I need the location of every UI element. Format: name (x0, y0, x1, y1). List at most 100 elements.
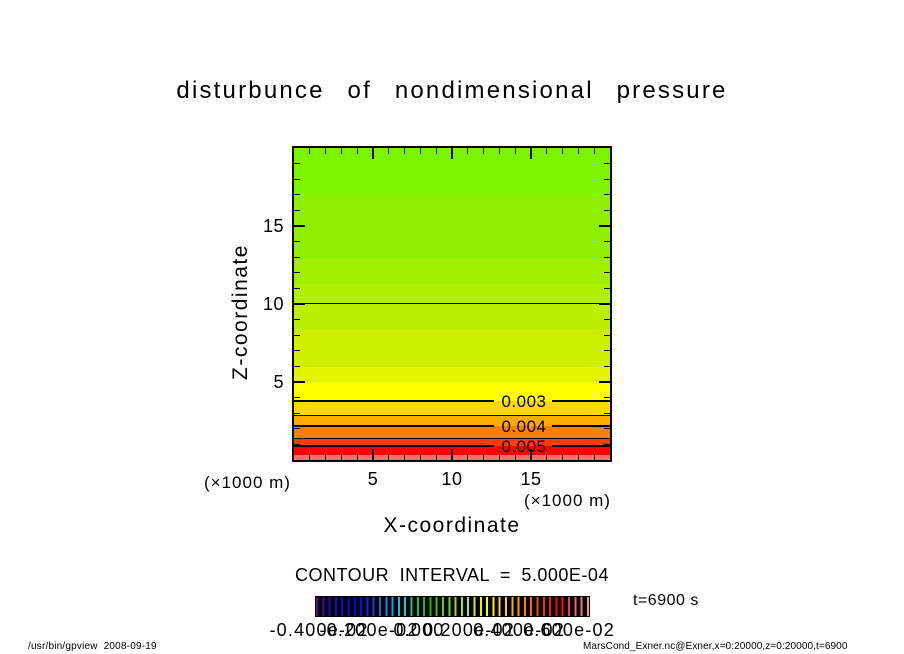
z-axis-tick (604, 256, 610, 258)
z-axis-tick (604, 350, 610, 352)
colorbar (315, 596, 590, 617)
z-axis-tick (604, 365, 610, 367)
z-tick-label: 10 (262, 294, 284, 314)
x-tick-label: 10 (441, 469, 463, 489)
contour-fill-band (294, 303, 610, 331)
colorbar-tick-label: -0.200e-02 (319, 620, 419, 640)
z-axis-tick (294, 428, 300, 430)
colorbar-tick-label: 0.000 (393, 620, 445, 640)
contour-fill-band (294, 415, 610, 428)
x-axis-tick (340, 454, 342, 460)
x-axis-tick (372, 449, 374, 460)
z-axis-tick (294, 178, 300, 180)
x-axis-tick (467, 148, 469, 154)
x-axis-tick (404, 148, 406, 154)
z-axis-tick (294, 163, 300, 165)
x-axis-tick (356, 148, 358, 154)
x-tick-label: 15 (520, 469, 542, 489)
z-axis-tick (294, 334, 300, 336)
x-axis-tick (467, 454, 469, 460)
x-axis-tick (483, 148, 485, 154)
z-axis-tick (294, 319, 300, 321)
x-axis-tick (325, 148, 327, 154)
colorbar-tick-label: 0.400e-02 (473, 620, 565, 640)
z-axis-tick (294, 272, 300, 274)
x-axis-label: X-coordinate (383, 514, 521, 537)
x-axis-tick (514, 148, 516, 154)
contour-fill-band (294, 283, 610, 304)
contour-line-label: 0.003 (501, 391, 547, 411)
z-axis-tick (604, 397, 610, 399)
x-axis-tick (340, 148, 342, 154)
z-axis-tick (294, 287, 300, 289)
z-tick-label: 15 (262, 216, 284, 236)
x-axis-tick (577, 148, 579, 154)
x-axis-tick (498, 454, 500, 460)
x-axis-tick (530, 449, 532, 460)
x-axis-tick (498, 148, 500, 154)
z-axis-tick (604, 194, 610, 196)
x-axis-tick (593, 454, 595, 460)
z-axis-tick (599, 303, 610, 305)
contour-interval-text: CONTOUR INTERVAL = 5.000E-04 (295, 565, 609, 585)
contour-line (552, 425, 610, 428)
contour-fill-band (294, 438, 610, 447)
x-axis-tick (451, 148, 453, 159)
z-axis-tick (294, 412, 300, 414)
x-axis-tick (419, 148, 421, 154)
colorbar-tick-label: 0.600e-02 (523, 620, 615, 640)
x-axis-tick (435, 454, 437, 460)
z-axis-tick (604, 272, 610, 274)
contour-line (294, 425, 494, 428)
z-axis-unit-label: (×1000 m) (204, 473, 291, 492)
z-axis-tick (604, 287, 610, 289)
contour-plot-area: 0.003 0.004 0.005 (292, 146, 612, 462)
x-axis-tick (562, 148, 564, 154)
contour-fill-band (294, 400, 610, 417)
x-axis-tick (562, 454, 564, 460)
z-tick-label: 5 (273, 372, 284, 392)
x-axis-tick (546, 454, 548, 460)
x-axis-tick (514, 454, 516, 460)
plot-title: disturbunce of nondimensional pressure (176, 77, 728, 104)
x-axis-tick (404, 454, 406, 460)
z-axis-tick (294, 194, 300, 196)
contour-line-label: 0.004 (501, 417, 547, 437)
x-tick-label: 5 (367, 469, 379, 489)
z-axis-tick (604, 178, 610, 180)
x-axis-tick (593, 148, 595, 154)
time-label: t=6900 s (633, 592, 699, 609)
z-axis-tick (294, 256, 300, 258)
x-axis-tick (388, 454, 390, 460)
z-axis-tick (294, 381, 305, 383)
contour-line (294, 399, 494, 402)
z-axis-tick (604, 443, 610, 445)
contour-line (552, 399, 610, 402)
x-axis-tick (435, 148, 437, 154)
x-axis-tick (388, 148, 390, 154)
contour-line (294, 302, 610, 304)
contour-fill-band (294, 426, 610, 439)
z-axis-tick (599, 381, 610, 383)
x-axis-tick (419, 454, 421, 460)
footer-command-text: /usr/bin/gpview 2008-09-19 (28, 641, 157, 652)
x-axis-tick (546, 148, 548, 154)
z-axis-tick (604, 209, 610, 211)
x-axis-tick (530, 148, 532, 159)
z-axis-tick (294, 209, 300, 211)
contour-fill-band (294, 329, 610, 368)
z-axis-tick (294, 350, 300, 352)
x-axis-tick (309, 148, 311, 154)
contour-line (294, 445, 494, 448)
z-axis-tick (294, 303, 305, 305)
contour-line (552, 445, 610, 448)
z-axis-tick (604, 412, 610, 414)
contour-fill-band (294, 258, 610, 285)
z-axis-tick (294, 443, 300, 445)
colorbar-stripe-pattern (316, 597, 589, 616)
x-axis-tick (372, 148, 374, 159)
contour-line-label: 0.005 (501, 437, 547, 457)
z-axis-tick (604, 163, 610, 165)
contour-line (294, 437, 610, 439)
